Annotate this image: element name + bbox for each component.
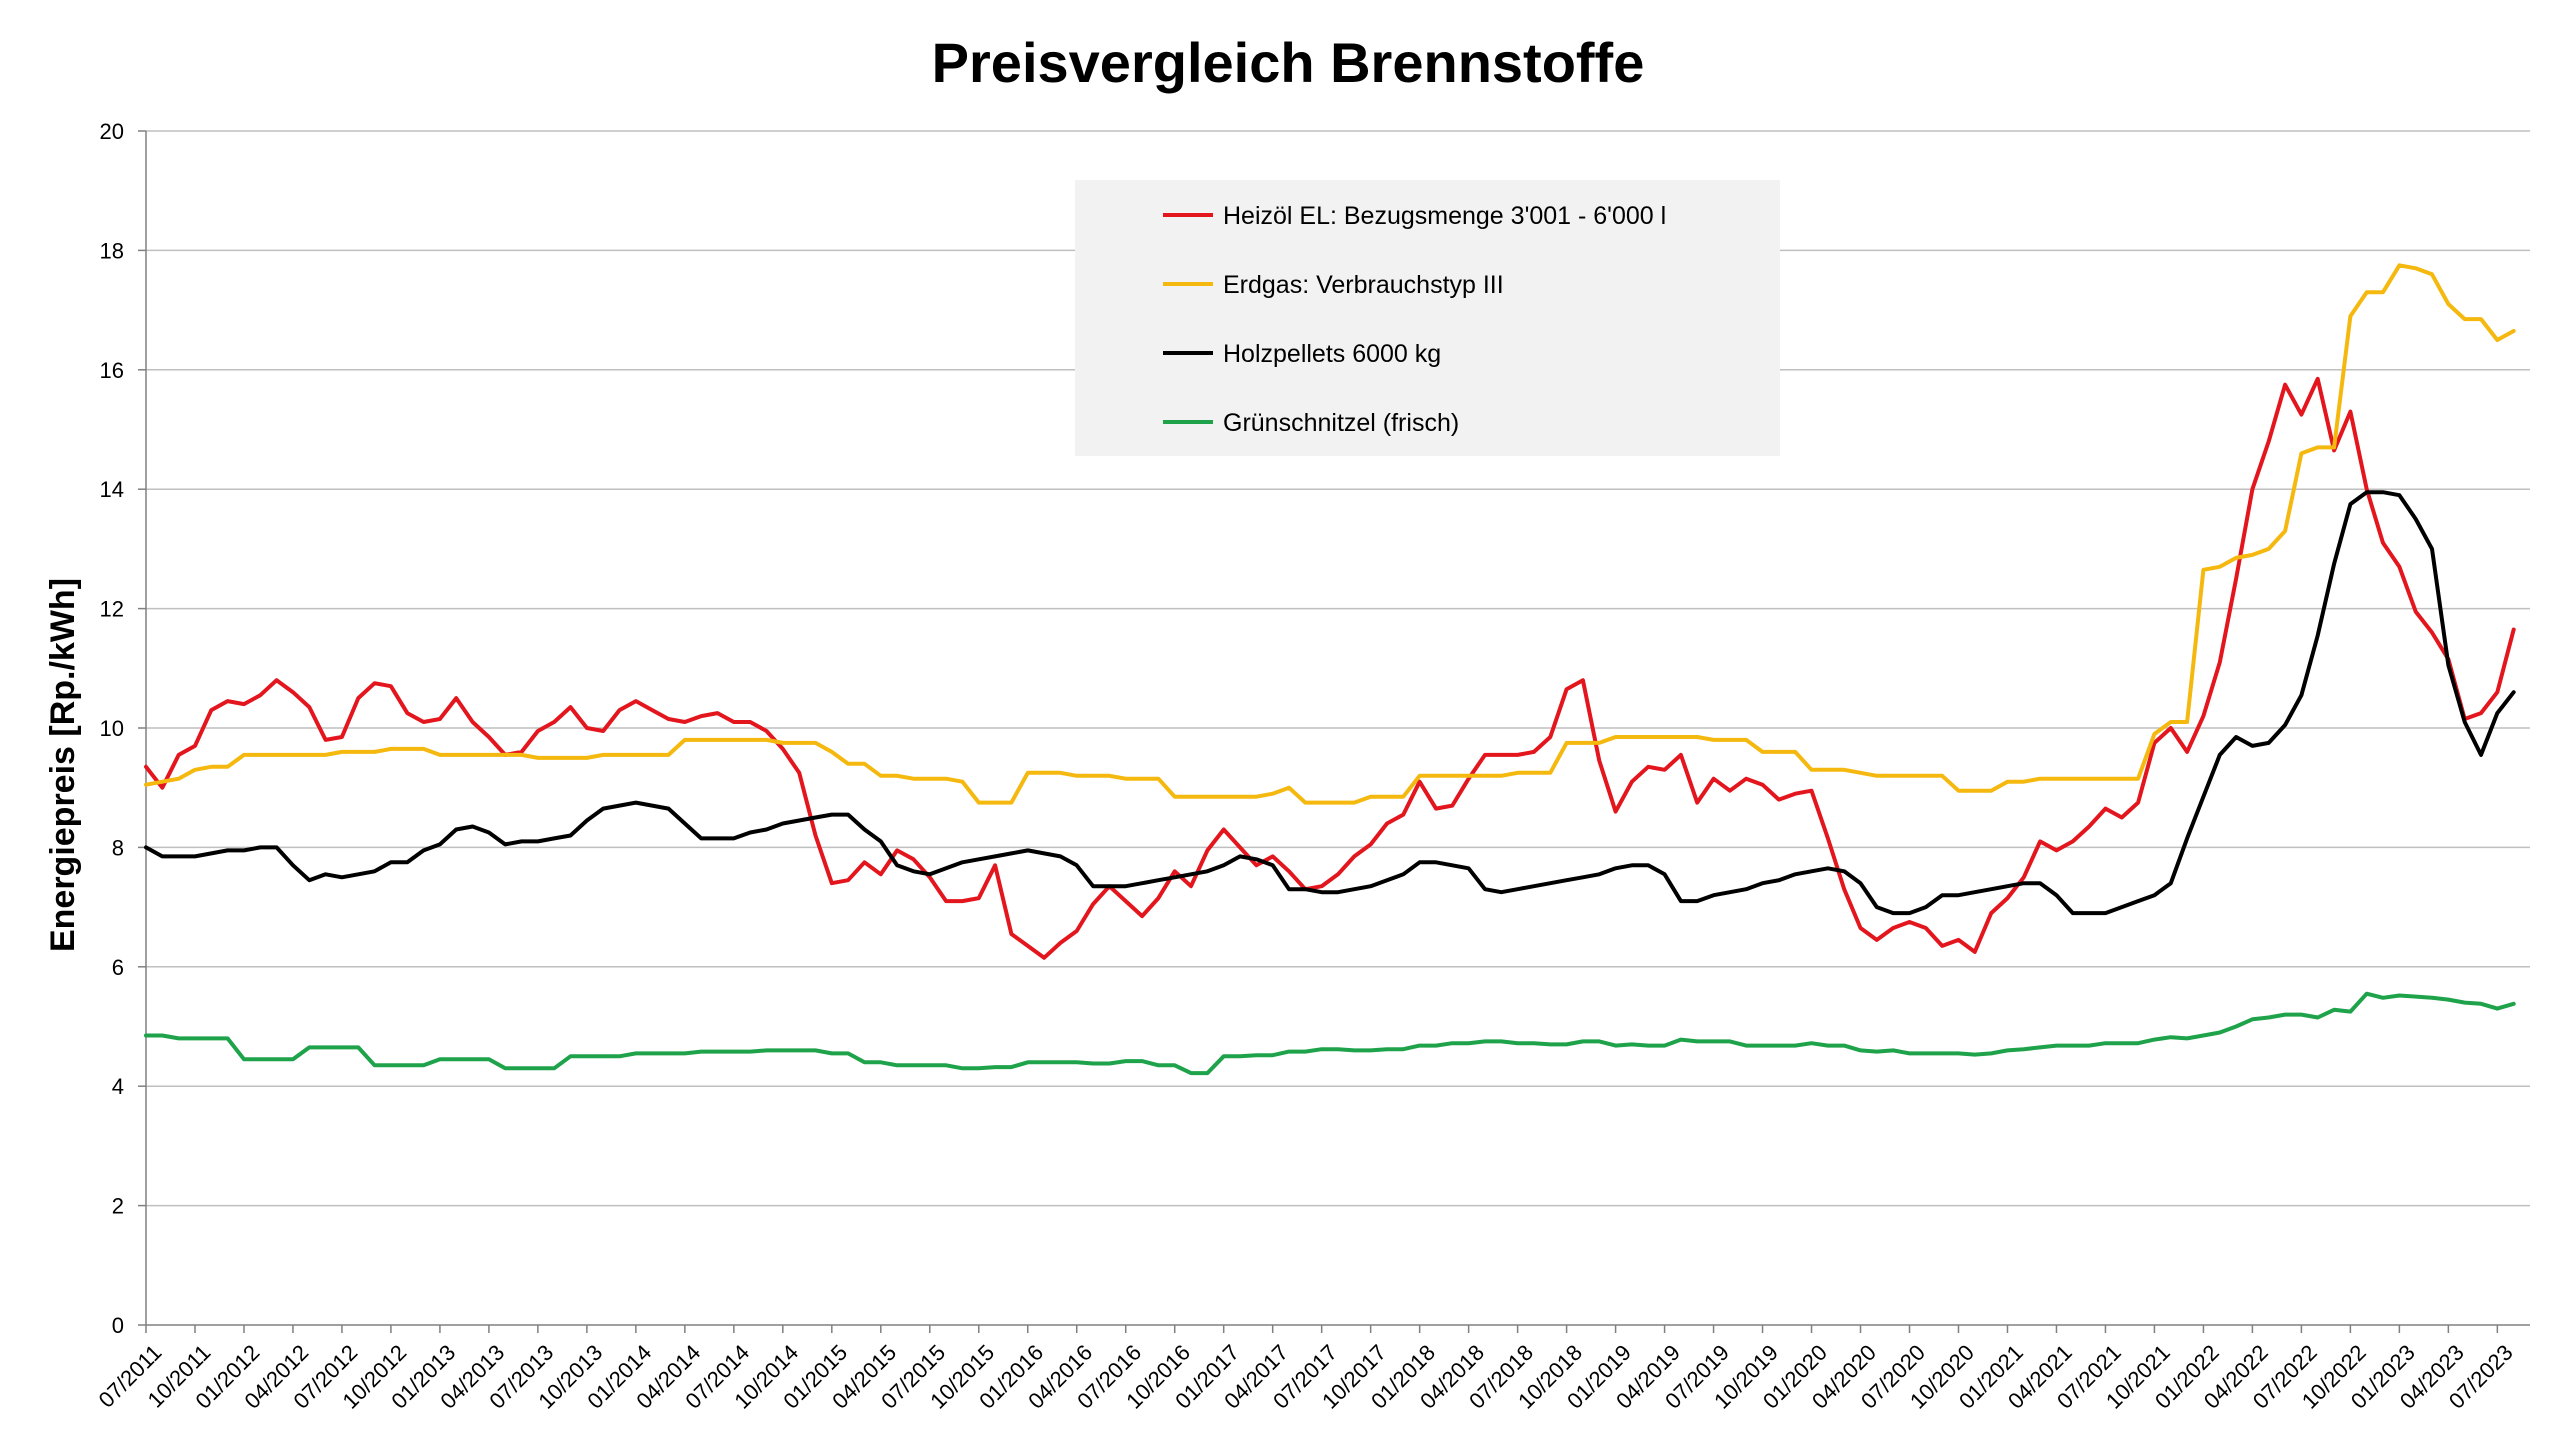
legend-label: Heizöl EL: Bezugsmenge 3'001 - 6'000 l	[1223, 202, 1666, 230]
axes	[145, 131, 2530, 1326]
y-tick-label: 2	[112, 1194, 124, 1219]
y-tick-label: 20	[100, 119, 124, 144]
legend-label: Holzpellets 6000 kg	[1223, 340, 1441, 368]
y-tick-label: 6	[112, 955, 124, 980]
y-tick-label: 10	[100, 716, 124, 741]
y-axis-label: Energiepreis [Rp./kWh]	[44, 578, 82, 952]
x-axis-ticks: 07/201110/201101/201204/201207/201210/20…	[94, 1325, 2518, 1414]
series-line-1	[144, 376, 2516, 960]
chart-title: Preisvergleich Brennstoffe	[932, 31, 1645, 94]
legend-label: Erdgas: Verbrauchstyp III	[1223, 271, 1504, 299]
y-tick-label: 18	[100, 238, 124, 263]
legend: Heizöl EL: Bezugsmenge 3'001 - 6'000 l Er…	[1075, 180, 1780, 456]
series-line-3	[144, 490, 2516, 916]
y-tick-label: 12	[100, 597, 124, 622]
legend-label: Grünschnitzel (frisch)	[1223, 409, 1459, 437]
y-tick-label: 4	[112, 1074, 124, 1099]
series-lines	[144, 263, 2516, 1076]
y-axis-ticks: 0 2 4 6 8 10 12 14 16 18 20	[100, 119, 146, 1338]
legend-box	[1075, 180, 1780, 456]
y-tick-label: 16	[100, 358, 124, 383]
y-tick-label: 14	[100, 477, 124, 502]
series-line-4	[144, 991, 2516, 1076]
y-tick-label: 0	[112, 1313, 124, 1338]
y-tick-label: 8	[112, 835, 124, 860]
series-line-2	[144, 263, 2516, 805]
